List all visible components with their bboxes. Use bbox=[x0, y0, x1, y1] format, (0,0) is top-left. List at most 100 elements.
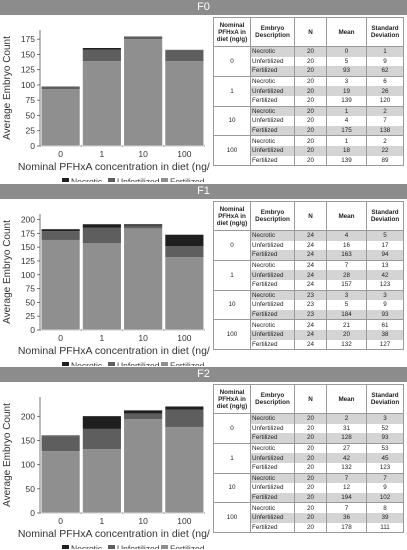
table-row: 0 Necrotic 20 2 3 bbox=[213, 413, 404, 444]
table-cell: 9 bbox=[366, 56, 404, 67]
bar-segment-unfertilized-1 bbox=[82, 49, 122, 62]
table-header-cell: Standard Deviation bbox=[366, 17, 404, 47]
table-cell: 3 bbox=[326, 290, 367, 301]
bar-outline-0 bbox=[40, 85, 81, 147]
table-cell-concentration: 10 bbox=[213, 106, 251, 137]
bar-outline-10 bbox=[123, 223, 163, 331]
bar-outline-0 bbox=[40, 434, 81, 514]
table-cell: 24 bbox=[294, 319, 327, 330]
y-tick-label: 0 bbox=[30, 508, 35, 518]
table-cell: Fertilized bbox=[250, 522, 295, 534]
table-row: Unfertilized 20 36 39 bbox=[214, 512, 404, 523]
table-cell: 39 bbox=[366, 512, 404, 523]
table-cell: 20 bbox=[294, 483, 327, 493]
table-cell: 1 bbox=[326, 135, 367, 146]
legend-label-fertilized: Fertilized bbox=[170, 177, 205, 183]
bar-segment-fertilized-10 bbox=[123, 419, 163, 513]
table-cell: 24 bbox=[294, 329, 327, 340]
table-cell: 23 bbox=[294, 300, 327, 310]
table-cell: 2 bbox=[366, 135, 404, 146]
table-row: Fertilized 20 93 62 bbox=[214, 66, 404, 77]
table-row: Unfertilized 20 18 22 bbox=[214, 145, 404, 156]
table-cell: 20 bbox=[294, 46, 327, 57]
table-cell: Unfertilized bbox=[250, 56, 295, 67]
table-cell: 20 bbox=[294, 473, 327, 484]
x-tick-label: 100 bbox=[177, 149, 191, 159]
bar-segment-necrotic-100 bbox=[164, 49, 204, 51]
table-cell: 12 bbox=[326, 483, 367, 493]
table-row: 100 Necrotic 20 1 2 bbox=[213, 135, 404, 167]
x-tick-label: 1 bbox=[100, 516, 105, 526]
table-cell: 7 bbox=[326, 473, 367, 484]
table-cell: 26 bbox=[366, 86, 404, 96]
legend-label-necrotic: Necrotic bbox=[71, 177, 103, 183]
table-cell: 22 bbox=[366, 145, 404, 156]
table-cell: 175 bbox=[326, 125, 367, 137]
panel-label: F2 bbox=[197, 368, 210, 380]
table-cell: 132 bbox=[326, 339, 367, 351]
y-tick-label: 0 bbox=[30, 325, 35, 335]
table-cell: 1 bbox=[326, 106, 367, 117]
table-cell: 20 bbox=[294, 453, 327, 463]
table-cell-concentration: 1 bbox=[213, 260, 251, 291]
table-cell: Unfertilized bbox=[250, 300, 295, 310]
table-cell: Unfertilized bbox=[250, 116, 295, 126]
table-cell: 20 bbox=[294, 76, 327, 87]
table-cell: 132 bbox=[326, 462, 367, 474]
legend-swatch-fertilized bbox=[161, 545, 168, 549]
table-header-row: Nominal PFHxA in diet (ng/g) Embryo Descr… bbox=[213, 17, 404, 47]
table-cell: 20 bbox=[294, 125, 327, 137]
table-cell: Fertilized bbox=[250, 462, 295, 474]
x-tick-label: 1 bbox=[100, 333, 105, 343]
table-cell: 42 bbox=[366, 270, 404, 280]
table-cell: Necrotic bbox=[250, 230, 295, 241]
panel-F0: F0 0 25 50 75 100 125 150 175 0 1 10 100 Average Embr… bbox=[0, 0, 407, 182]
table-cell: 9 bbox=[366, 300, 404, 310]
x-tick-label: 100 bbox=[177, 516, 191, 526]
table-cell: 24 bbox=[294, 270, 327, 280]
y-axis-label: Average Embryo Count bbox=[2, 36, 13, 140]
bar-segment-unfertilized-10 bbox=[123, 413, 163, 420]
table-cell: 31 bbox=[326, 423, 367, 434]
statistics-table: Nominal PFHxA in diet (ng/g) Embryo Descr… bbox=[213, 201, 404, 351]
panel-header-band bbox=[0, 184, 407, 199]
x-tick-label: 1 bbox=[100, 149, 105, 159]
table-cell: 13 bbox=[366, 260, 404, 271]
table-cell: Necrotic bbox=[250, 135, 295, 146]
table-cell: 53 bbox=[366, 443, 404, 454]
table-cell: 20 bbox=[294, 423, 327, 434]
stacked-bar-chart: 0 25 50 75 100 125 150 175 200 0 1 10 100 Average Emb… bbox=[2, 214, 210, 367]
legend-label-unfertilized: Unfertilized bbox=[117, 361, 160, 367]
table-cell: 3 bbox=[366, 413, 404, 424]
table-cell: Necrotic bbox=[250, 413, 295, 424]
table-row: Fertilized 24 132 127 bbox=[214, 339, 404, 351]
bar-segment-necrotic-1 bbox=[82, 223, 122, 228]
table-row: 0 Necrotic 24 4 5 bbox=[213, 230, 404, 261]
legend-swatch-unfertilized bbox=[108, 545, 115, 549]
bar-segment-unfertilized-100 bbox=[164, 50, 204, 62]
table-row: 1 Necrotic 20 3 6 bbox=[213, 76, 404, 107]
table-header-cell: Nominal PFHxA in diet (ng/g) bbox=[213, 17, 251, 47]
table-cell: 20 bbox=[326, 329, 367, 340]
y-tick-label: 50 bbox=[26, 484, 36, 494]
table-cell: 194 bbox=[326, 492, 367, 504]
legend-label-fertilized: Fertilized bbox=[170, 544, 205, 550]
table-cell: 94 bbox=[366, 250, 404, 261]
table-cell: 93 bbox=[366, 433, 404, 444]
bar-segment-fertilized-10 bbox=[123, 39, 163, 146]
table-cell: 3 bbox=[326, 76, 367, 87]
x-axis-label: Nominal PFHxA concentration in diet (ng/… bbox=[18, 161, 210, 173]
table-cell: 20 bbox=[294, 512, 327, 523]
table-cell: 24 bbox=[294, 279, 327, 291]
table-cell: 23 bbox=[294, 290, 327, 301]
table-cell: 128 bbox=[326, 433, 367, 444]
table-cell: 20 bbox=[294, 413, 327, 424]
table-cell: 139 bbox=[326, 95, 367, 107]
y-axis-label: Average Embryo Count bbox=[2, 403, 13, 507]
table-row: 1 Necrotic 20 27 53 bbox=[213, 443, 404, 474]
legend-swatch-fertilized bbox=[161, 178, 168, 182]
table-cell: Fertilized bbox=[250, 492, 295, 504]
x-tick-label: 100 bbox=[177, 333, 191, 343]
table-cell-concentration: 0 bbox=[213, 46, 251, 77]
table-cell: 1 bbox=[366, 46, 404, 57]
